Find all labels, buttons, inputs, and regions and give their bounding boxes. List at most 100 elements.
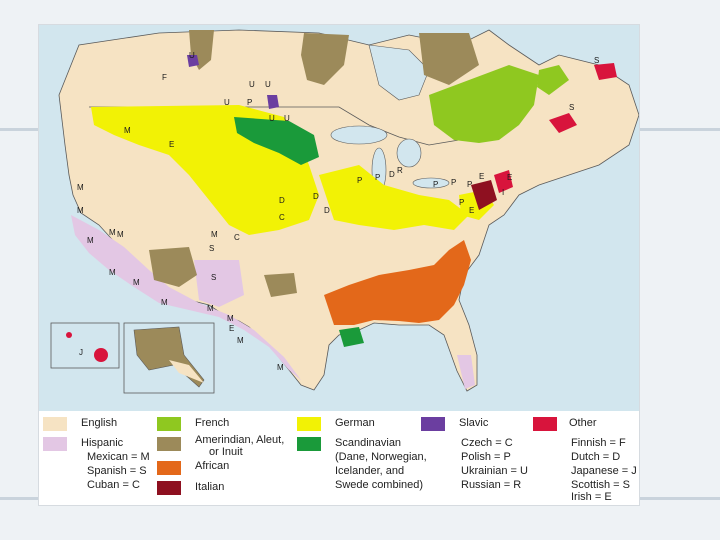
map-letter: M [109, 268, 116, 277]
map-letter: C [234, 233, 240, 242]
hudson-bay [368, 44, 430, 101]
map-letter: S [209, 244, 214, 253]
map-letter: E [169, 140, 174, 149]
map-letter: R [397, 166, 403, 175]
region-german-midwest [319, 165, 469, 230]
map-figure: U F U U P U U U S S M E M P P D R D P P … [38, 24, 640, 506]
legend-swatch-african [157, 461, 181, 475]
legend-swatch-italian [157, 481, 181, 495]
legend-swatch-french [157, 417, 181, 431]
legend-label-cuban: Cuban = C [87, 479, 140, 491]
map-letter: F [162, 73, 167, 82]
region-scandinavian [234, 117, 319, 165]
map-letter: M [227, 314, 234, 323]
legend-label-mexican: Mexican = M [87, 451, 150, 463]
legend-label-ukrainian: Ukrainian = U [461, 465, 528, 477]
region-other-novascotia [549, 113, 577, 133]
map-letter: P [467, 180, 472, 189]
legend-label-czech: Czech = C [461, 437, 513, 449]
inset-hawaii [50, 322, 120, 369]
legend-label-amerindian-2: or Inuit [209, 446, 243, 458]
legend-label-african: African [195, 460, 230, 472]
map-letter: P [451, 178, 456, 187]
region-hispanic-florida [457, 355, 475, 389]
map-letter: U [224, 98, 230, 107]
hawaii-island [66, 332, 72, 338]
lake-superior [330, 125, 388, 145]
map-letter: E [479, 172, 484, 181]
legend-label-russian: Russian = R [461, 479, 522, 491]
map-letter: P [247, 98, 252, 107]
map-letter: M [161, 298, 168, 307]
map-legend: English Hispanic Mexican = M Spanish = S… [39, 411, 639, 505]
map-letter: P [375, 173, 380, 182]
map-letter: D [313, 192, 319, 201]
map-letter: M [77, 183, 84, 192]
map-letter: P [357, 176, 362, 185]
region-hispanic-southwest [71, 215, 301, 380]
map-letter: S [211, 273, 216, 282]
legend-label-scand-1: (Dane, Norwegian, [335, 451, 427, 463]
map-letter: D [389, 170, 395, 179]
map-letter: M [77, 206, 84, 215]
legend-label-scand-3: Swede combined) [335, 479, 424, 491]
map-letter: E [469, 206, 474, 215]
lake-erie [412, 177, 450, 189]
legend-label-scandinavian: Scandinavian [335, 437, 402, 449]
region-slavic-manitoba [187, 55, 199, 67]
map-letter: M [117, 230, 124, 239]
map-letter: P [459, 198, 464, 207]
legend-label-slavic: Slavic [459, 417, 489, 429]
lake-huron [396, 138, 422, 168]
ancestry-map: U F U U P U U U S S M E M P P D R D P P … [39, 25, 639, 411]
map-letter: U [249, 80, 255, 89]
map-letter: D [279, 196, 285, 205]
legend-label-dutch: Dutch = D [571, 451, 621, 463]
legend-label-english: English [81, 417, 118, 429]
map-letter: M [207, 304, 214, 313]
map-letter: M [109, 228, 116, 237]
legend-label-scottish: Scottish = S [571, 479, 631, 491]
region-french-acadia [537, 65, 569, 95]
legend-label-other: Other [569, 417, 597, 429]
map-letter: D [324, 206, 330, 215]
hawaii-island-big [94, 348, 108, 362]
legend-swatch-hispanic [43, 437, 67, 451]
alaska-english [169, 360, 204, 383]
map-letter: E [229, 324, 234, 333]
legend-swatch-amerindian [157, 437, 181, 451]
legend-label-japanese: Japanese = J [571, 465, 637, 477]
map-letter: J [79, 348, 83, 357]
legend-label-finnish: Finnish = F [571, 437, 626, 449]
region-other-northeast [494, 170, 513, 193]
map-letter: M [87, 236, 94, 245]
legend-swatch-slavic [421, 417, 445, 431]
map-letter: M [124, 126, 131, 135]
map-letter: I [502, 188, 504, 197]
map-letter: E [507, 173, 512, 182]
region-slavic-alberta [267, 95, 279, 109]
legend-label-spanish: Spanish = S [87, 465, 147, 477]
region-african-la [339, 327, 364, 347]
map-letter: U [269, 114, 275, 123]
legend-label-italian: Italian [195, 481, 225, 493]
region-amerindian-southwest [149, 247, 197, 287]
legend-swatch-scandinavian [297, 437, 321, 451]
legend-swatch-other [533, 417, 557, 431]
map-letter: U [265, 80, 271, 89]
legend-label-polish: Polish = P [461, 451, 511, 463]
map-letter: M [211, 230, 218, 239]
legend-swatch-english [43, 417, 67, 431]
map-letter: S [569, 103, 574, 112]
region-amerindian-nunavut [419, 33, 479, 85]
legend-label-irish: Irish = E [571, 491, 612, 503]
map-letter: S [594, 56, 599, 65]
map-letter: P [433, 180, 438, 189]
region-african-south [324, 240, 471, 325]
map-letter: M [237, 336, 244, 345]
region-italian-northeast [471, 180, 497, 210]
region-french-quebec [429, 65, 539, 143]
map-letter: U [284, 114, 290, 123]
legend-label-french: French [195, 417, 230, 429]
legend-label-scand-2: Icelander, and [335, 465, 405, 477]
